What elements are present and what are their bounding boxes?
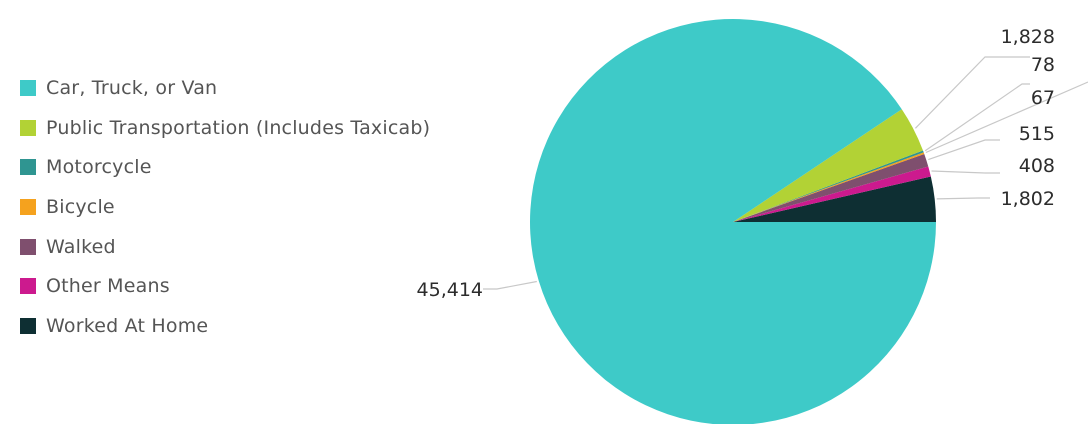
legend-label: Bicycle: [46, 195, 115, 218]
legend-item[interactable]: Public Transportation (Includes Taxicab): [20, 108, 500, 148]
pie-slice[interactable]: [733, 153, 929, 222]
legend-swatch: [20, 278, 36, 295]
leader-line: [925, 81, 1088, 154]
legend-label: Motorcycle: [46, 156, 152, 179]
pie-slice[interactable]: [733, 166, 931, 222]
legend-swatch: [20, 198, 36, 215]
leader-line: [936, 197, 990, 200]
pie-slice[interactable]: [530, 19, 936, 424]
legend-label: Other Means: [46, 275, 170, 298]
legend-swatch: [20, 79, 36, 96]
leader-line: [928, 139, 1000, 161]
pie-slice[interactable]: [733, 152, 925, 222]
pie-slice[interactable]: [733, 150, 924, 222]
legend-swatch: [20, 119, 36, 136]
leader-line: [483, 280, 537, 290]
legend-label: Car, Truck, or Van: [46, 76, 218, 99]
pie-slice[interactable]: [733, 109, 923, 222]
legend-swatch: [20, 238, 36, 255]
data-label: 408: [1019, 155, 1055, 177]
legend-label: Worked At Home: [46, 314, 209, 337]
pie-slice[interactable]: [733, 176, 936, 222]
legend-item[interactable]: Bicycle: [20, 187, 500, 227]
legend-item[interactable]: Worked At Home: [20, 306, 500, 346]
legend-item[interactable]: Walked: [20, 227, 500, 267]
data-label: 515: [1019, 123, 1055, 145]
legend-item[interactable]: Motorcycle: [20, 147, 500, 187]
data-label: 78: [1031, 54, 1055, 76]
data-label: 1,802: [1001, 188, 1055, 210]
legend-label: Public Transportation (Includes Taxicab): [46, 116, 431, 139]
legend-swatch: [20, 159, 36, 176]
legend-item[interactable]: Car, Truck, or Van: [20, 68, 500, 108]
leader-line: [931, 170, 1000, 174]
legend-label: Walked: [46, 235, 116, 258]
chart-legend: Car, Truck, or Van Public Transportation …: [20, 68, 500, 346]
leader-line: [914, 56, 1030, 129]
legend-item[interactable]: Other Means: [20, 266, 500, 306]
legend-swatch: [20, 317, 36, 334]
data-label: 45,414: [417, 279, 483, 301]
data-label: 1,828: [1001, 26, 1055, 48]
data-label: 67: [1031, 87, 1055, 109]
leader-line: [924, 83, 1030, 152]
